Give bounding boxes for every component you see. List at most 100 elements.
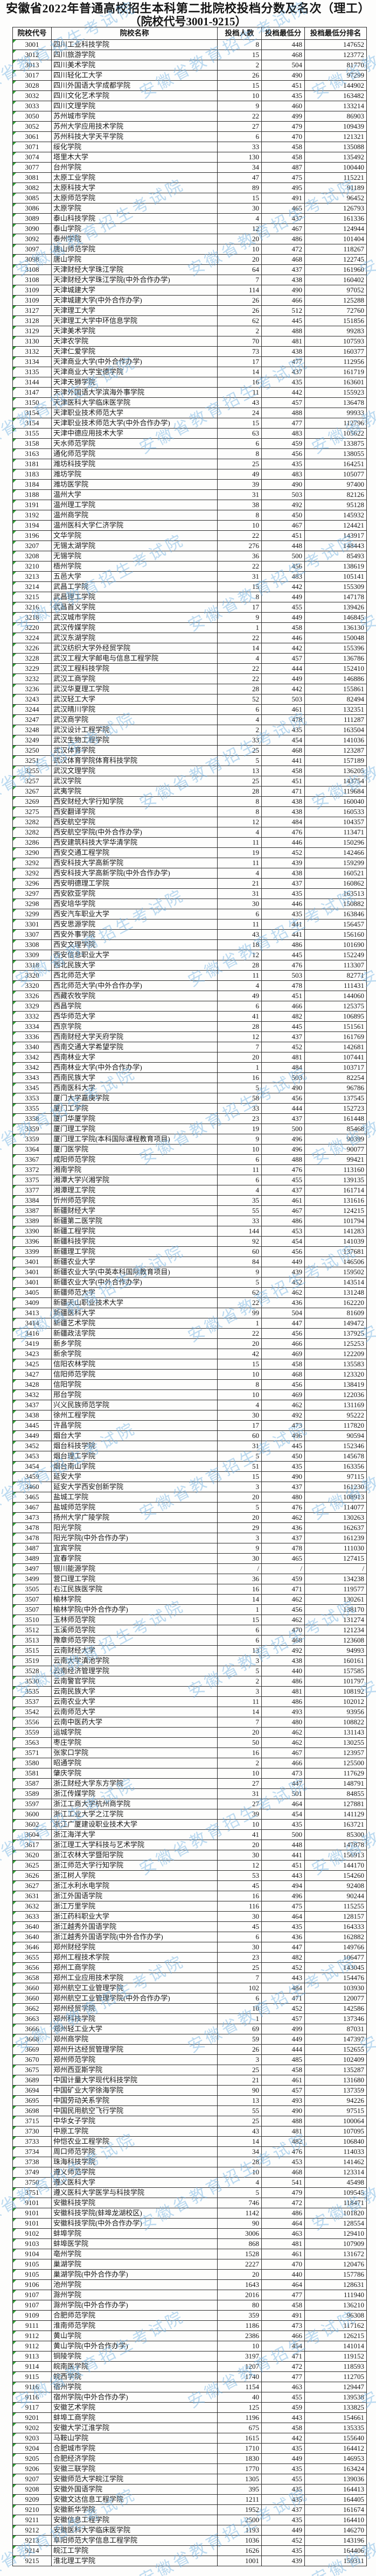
score-cell: 483: [261, 469, 305, 480]
code-cell: 3625: [12, 1860, 52, 1871]
score-cell: 504: [261, 1308, 305, 1318]
table-row: 3459 延安大学 15 490 97115: [12, 1471, 367, 1482]
count-cell: 35: [217, 1195, 262, 1206]
name-cell: 忻州师范学院: [51, 1195, 218, 1206]
count-cell: 20: [217, 1052, 262, 1063]
count-cell: 8: [217, 510, 262, 521]
code-cell: 3401: [12, 1257, 52, 1267]
name-cell: 浙江外国语学院: [51, 1891, 218, 1901]
count-cell: 2500: [217, 2515, 262, 2525]
score-cell: 486: [261, 1216, 305, 1226]
code-cell: 3489: [12, 1553, 52, 1564]
code-cell: 3375: [12, 1175, 52, 1185]
name-cell: 安徽文达信息工程学院: [51, 2494, 218, 2505]
name-cell: 郑州升达经贸管理学院: [51, 2044, 218, 2055]
score-cell: 464: [261, 1799, 305, 1809]
code-cell: 3257: [12, 776, 52, 787]
rank-cell: 128157: [304, 1911, 367, 1922]
name-cell: 武汉晴川学院: [51, 704, 218, 715]
score-cell: 445: [261, 1441, 305, 1451]
rank-cell: 164413: [304, 2484, 367, 2495]
name-cell: 郑州工商学院: [51, 1962, 218, 1973]
table-row: 3292 西安科技大学高新学院 11 439 159299: [12, 858, 367, 868]
count-cell: 30: [217, 1410, 262, 1421]
name-cell: 中国计量大学现代科技学院: [51, 2075, 218, 2086]
rank-cell: 100064: [304, 2116, 367, 2126]
name-cell: 中国民用航空飞行学院: [51, 2105, 218, 2116]
count-cell: 11: [217, 1164, 262, 1175]
rank-cell: 156913: [304, 1850, 367, 1861]
code-cell: 3092: [12, 234, 52, 244]
count-cell: 27: [217, 1799, 262, 1809]
code-cell: 3730: [12, 2126, 52, 2137]
name-cell: 合肥城市学院: [51, 2443, 218, 2454]
table-row: 3275 西安翻译学院 8 438 160533: [12, 806, 367, 817]
table-row: 9204 合肥城市学院 1710 435 164412: [12, 2443, 367, 2454]
name-cell: 宜春学院: [51, 1553, 218, 1564]
name-cell: 蚌埠工商学院: [51, 2412, 218, 2423]
rank-cell: 85300: [304, 1829, 367, 1840]
table-row: 9112 黄山学院(中外合作办学) 10 454 141014: [12, 2341, 367, 2352]
count-cell: 16: [217, 1747, 262, 1758]
rank-cell: 143514: [304, 1277, 367, 1288]
code-cell: 9107: [12, 2300, 52, 2311]
score-cell: 478: [261, 1543, 305, 1554]
code-cell: 3184: [12, 479, 52, 490]
name-cell: 安徽科技学院(蚌埠龙湖校区): [51, 2208, 218, 2219]
table-row: 3213 五邑大学 31 483 105141: [12, 571, 367, 582]
rank-cell: 115255: [304, 1901, 367, 1912]
score-cell: 457: [261, 397, 305, 408]
count-cell: 22: [217, 1297, 262, 1308]
count-cell: 26: [217, 295, 262, 306]
rank-cell: 161336: [304, 213, 367, 224]
table-row: 3286 西安建筑科技大学华清学院 11 446 150296: [12, 837, 367, 848]
count-cell: 28: [217, 2157, 262, 2167]
score-cell: 446: [261, 899, 305, 909]
rank-cell: 84855: [304, 1788, 367, 1799]
table-row: 3507 榆林学院 14 462 130261: [12, 1594, 367, 1605]
count-cell: 80: [217, 2300, 262, 2311]
count-cell: 30: [217, 899, 262, 909]
table-row: 3297 西安欧亚学院 31 435 163513: [12, 888, 367, 899]
name-cell: 云南农业大学: [51, 1696, 218, 1707]
code-cell: 3286: [12, 837, 52, 848]
count-cell: 746: [217, 2198, 262, 2208]
rank-cell: 127415: [304, 1553, 367, 1564]
table-row: 3632 浙江万里学院 116 475 115255: [12, 1901, 367, 1912]
table-row: 3243 武汉轻工大学 52 503 82494: [12, 694, 367, 705]
score-cell: 466: [261, 1001, 305, 1012]
name-cell: 西华师范大学: [51, 1011, 218, 1022]
score-cell: 462: [261, 1287, 305, 1298]
score-cell: 455: [261, 2474, 305, 2484]
code-cell: 3432: [12, 1389, 52, 1400]
name-cell: 阳光学院(中外合作办学): [51, 1533, 218, 1543]
count-cell: 39: [217, 1809, 262, 1820]
score-cell: 447: [261, 1318, 305, 1329]
rank-cell: 133825: [304, 2402, 367, 2413]
score-cell: 436: [261, 1932, 305, 1942]
rank-cell: 131616: [304, 1195, 367, 1206]
table-row: 3640 浙江越秀外国语学院 45 435 164333: [12, 1921, 367, 1932]
count-cell: 12: [217, 1031, 262, 1042]
rank-cell: 81770: [304, 60, 367, 71]
rank-cell: 130261: [304, 1594, 367, 1605]
score-cell: 435: [261, 2484, 305, 2495]
code-cell: 3332: [12, 1011, 52, 1022]
code-cell: 3587: [12, 1778, 52, 1789]
count-cell: 10: [217, 2341, 262, 2352]
count-cell: 84: [217, 1257, 262, 1267]
table-row: 9213 阜阳师范大学信息工程学院 1036 452 143196: [12, 2535, 367, 2546]
score-cell: 458: [261, 142, 305, 152]
code-cell: 3135: [12, 367, 52, 377]
code-cell: 3282: [12, 817, 52, 827]
table-row: 3633 浙江药科职业大学 30 464 128157: [12, 1911, 367, 1922]
code-cell: 3336: [12, 1031, 52, 1042]
name-cell: 武汉文理学院: [51, 766, 218, 776]
code-cell: 3626: [12, 1870, 52, 1881]
code-cell: 3147: [12, 387, 52, 398]
rank-cell: 117820: [304, 1420, 367, 1431]
score-cell: 456: [261, 1604, 305, 1615]
table-row: 3689 中国计量大学现代科技学院 21 461 131680: [12, 2075, 367, 2086]
score-cell: 494: [261, 1880, 305, 1891]
count-cell: 49: [217, 469, 262, 480]
